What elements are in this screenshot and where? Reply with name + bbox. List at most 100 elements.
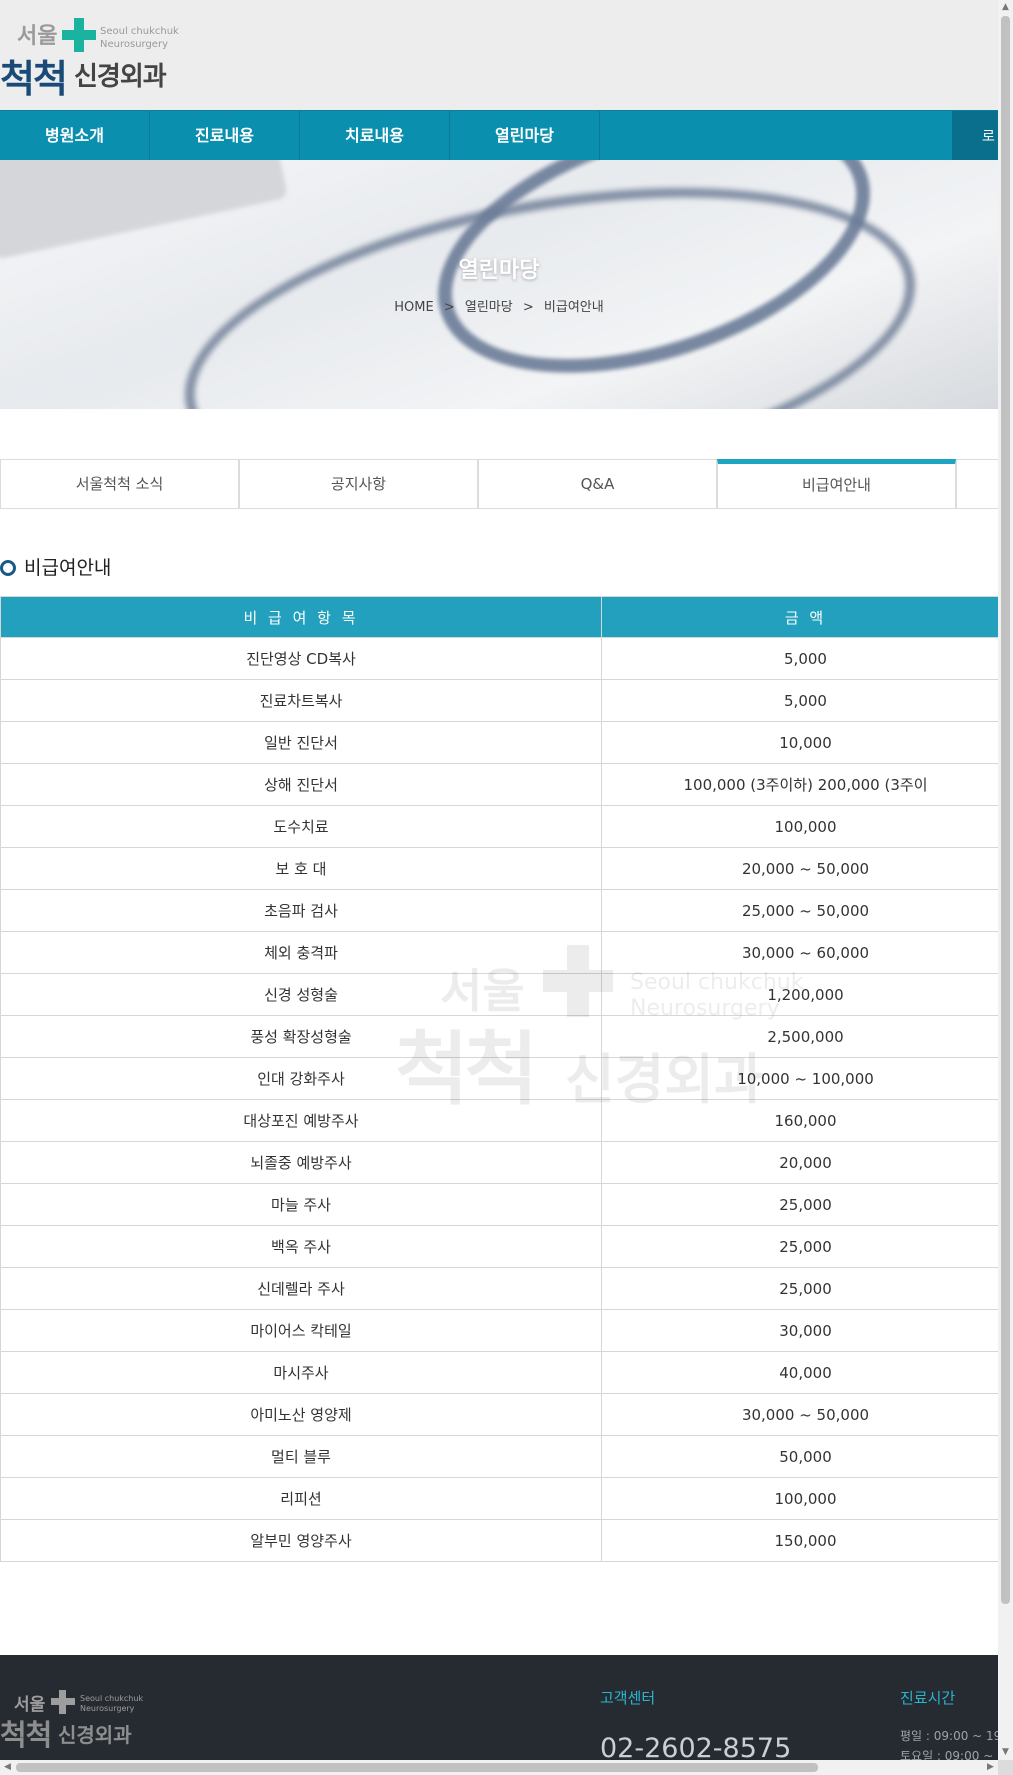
footer-hours-weekday: 평일 : 09:00 ~ 19:0	[900, 1729, 998, 1743]
tab-qna[interactable]: Q&A	[478, 459, 717, 509]
fee-price-cell: 25,000 ~ 50,000	[601, 889, 998, 932]
fee-price-cell: 1,200,000	[601, 973, 998, 1016]
fee-price-cell: 160,000	[601, 1099, 998, 1142]
footer-logo-en-line1: Seoul chukchuk	[80, 1694, 144, 1703]
breadcrumb-current: 비급여안내	[543, 300, 604, 315]
nav-item-community[interactable]: 열린마당	[450, 111, 600, 161]
fee-item-cell: 알부민 영양주사	[0, 1519, 602, 1562]
footer-logo[interactable]: 서울 Seoul chukchuk Neurosurgery 척척 신경외과	[0, 1690, 160, 1760]
logo-en-line1: Seoul chukchuk	[100, 26, 179, 37]
hero-banner: 열린마당 HOME > 열린마당 > 비급여안내	[0, 160, 998, 409]
hero-overlay	[0, 160, 998, 409]
hero-title: 열린마당	[458, 258, 540, 283]
table-row: 멀티 블루 50,000	[0, 1435, 998, 1478]
scroll-right-arrow-icon[interactable]: ▶	[987, 1762, 994, 1772]
table-row: 초음파 검사 25,000 ~ 50,000	[0, 889, 998, 932]
breadcrumb-home[interactable]: HOME	[394, 300, 434, 315]
fee-item-cell: 신경 성형술	[0, 973, 602, 1016]
table-row: 마이어스 칵테일 30,000	[0, 1309, 998, 1352]
table-row: 마늘 주사 25,000	[0, 1183, 998, 1226]
fee-price-cell: 5,000	[601, 637, 998, 680]
tab-more[interactable]	[956, 459, 998, 509]
fee-price-cell: 20,000	[601, 1141, 998, 1184]
logo-seoul-text: 서울	[17, 24, 58, 49]
footer-logo-rest: 신경외과	[58, 1723, 132, 1747]
table-row: 일반 진단서 10,000	[0, 721, 998, 764]
table-row: 신경 성형술 1,200,000	[0, 973, 998, 1016]
table-row: 상해 진단서 100,000 (3주이하) 200,000 (3주이	[0, 763, 998, 806]
table-row: 뇌졸중 예방주사 20,000	[0, 1141, 998, 1184]
fee-item-cell: 초음파 검사	[0, 889, 602, 932]
table-row: 풍성 확장성형술 2,500,000	[0, 1015, 998, 1058]
breadcrumb-community[interactable]: 열린마당	[464, 300, 513, 315]
table-row: 도수치료 100,000	[0, 805, 998, 848]
fee-price-cell: 30,000 ~ 60,000	[601, 931, 998, 974]
fee-price-cell: 2,500,000	[601, 1015, 998, 1058]
fee-item-cell: 대상포진 예방주사	[0, 1099, 602, 1142]
tab-non-covered-fees[interactable]: 비급여안내	[717, 459, 956, 509]
fee-item-cell: 리피션	[0, 1477, 602, 1520]
fee-item-cell: 체외 충격파	[0, 931, 602, 974]
site-logo[interactable]: 서울 Seoul chukchuk Neurosurgery 척척 신경외과	[0, 14, 180, 101]
scroll-down-arrow-icon[interactable]: ▼	[1002, 1747, 1009, 1757]
fee-item-cell: 마시주사	[0, 1351, 602, 1394]
column-header-price: 금 액	[601, 596, 998, 638]
logo-rest-text: 신경외과	[74, 62, 167, 92]
footer-hours-title: 진료시간	[900, 1689, 956, 1707]
column-header-item: 비 급 여 항 목	[0, 596, 602, 638]
table-row: 마시주사 40,000	[0, 1351, 998, 1394]
scroll-up-arrow-icon[interactable]: ▲	[1002, 2, 1009, 12]
fee-item-cell: 인대 강화주사	[0, 1057, 602, 1100]
page: 서울 Seoul chukchuk Neurosurgery 척척 신경외과 병…	[0, 0, 998, 1760]
fee-item-cell: 진단영상 CD복사	[0, 637, 602, 680]
table-row: 체외 충격파 30,000 ~ 60,000	[0, 931, 998, 974]
fee-price-cell: 10,000 ~ 100,000	[601, 1057, 998, 1100]
logo-en-line2: Neurosurgery	[100, 39, 168, 50]
table-row: 대상포진 예방주사 160,000	[0, 1099, 998, 1142]
tab-notice[interactable]: 공지사항	[239, 459, 478, 509]
table-row: 신데렐라 주사 25,000	[0, 1267, 998, 1310]
scroll-left-arrow-icon[interactable]: ◀	[4, 1762, 11, 1772]
footer-logo-en-line2: Neurosurgery	[80, 1704, 135, 1713]
cross-icon-bar	[62, 30, 96, 40]
fee-price-cell: 30,000 ~ 50,000	[601, 1393, 998, 1436]
fee-item-cell: 아미노산 영양제	[0, 1393, 602, 1436]
footer-logo-en: Seoul chukchuk Neurosurgery	[80, 1694, 143, 1714]
fee-price-cell: 5,000	[601, 679, 998, 722]
footer-hours-saturday: 토요일 : 09:00 ~ 1	[900, 1749, 998, 1760]
tab-news[interactable]: 서울척척 소식	[0, 459, 239, 509]
table-row: 인대 강화주사 10,000 ~ 100,000	[0, 1057, 998, 1100]
breadcrumb: HOME > 열린마당 > 비급여안내	[0, 296, 998, 315]
nav-item-about[interactable]: 병원소개	[0, 111, 150, 161]
fee-item-cell: 상해 진단서	[0, 763, 602, 806]
logo-big-text: 척척	[0, 57, 68, 101]
table-row: 진료차트복사 5,000	[0, 679, 998, 722]
scrollbar-corner	[998, 1760, 1013, 1775]
horizontal-scroll-thumb[interactable]	[16, 1763, 818, 1772]
fee-item-cell: 마늘 주사	[0, 1183, 602, 1226]
nav-item-therapy[interactable]: 치료내용	[300, 111, 450, 161]
fee-price-cell: 150,000	[601, 1519, 998, 1562]
nav-item-treatment-info[interactable]: 진료내용	[150, 111, 300, 161]
vertical-scroll-thumb[interactable]	[1001, 16, 1010, 1604]
nav-right-label: 로	[982, 129, 995, 145]
site-header: 서울 Seoul chukchuk Neurosurgery 척척 신경외과	[0, 0, 998, 110]
table-row: 백옥 주사 25,000	[0, 1225, 998, 1268]
footer-phone[interactable]: 02-2602-8575	[600, 1733, 792, 1760]
fee-price-cell: 100,000 (3주이하) 200,000 (3주이	[601, 763, 998, 806]
table-row: 진단영상 CD복사 5,000	[0, 637, 998, 680]
fee-item-cell: 마이어스 칵테일	[0, 1309, 602, 1352]
vertical-scrollbar[interactable]: ▲ ▼	[998, 0, 1013, 1760]
fee-item-cell: 일반 진단서	[0, 721, 602, 764]
nav-right-button[interactable]: 로	[952, 111, 998, 161]
footer-customer-center-title: 고객센터	[600, 1689, 656, 1707]
fee-item-cell: 진료차트복사	[0, 679, 602, 722]
footer-cross-icon-bar	[51, 1698, 75, 1705]
breadcrumb-separator: >	[522, 300, 534, 315]
fee-price-cell: 25,000	[601, 1267, 998, 1310]
fee-item-cell: 도수치료	[0, 805, 602, 848]
horizontal-scrollbar[interactable]: ◀ ▶	[0, 1760, 998, 1775]
fee-price-cell: 100,000	[601, 1477, 998, 1520]
fee-price-cell: 30,000	[601, 1309, 998, 1352]
fee-item-cell: 백옥 주사	[0, 1225, 602, 1268]
